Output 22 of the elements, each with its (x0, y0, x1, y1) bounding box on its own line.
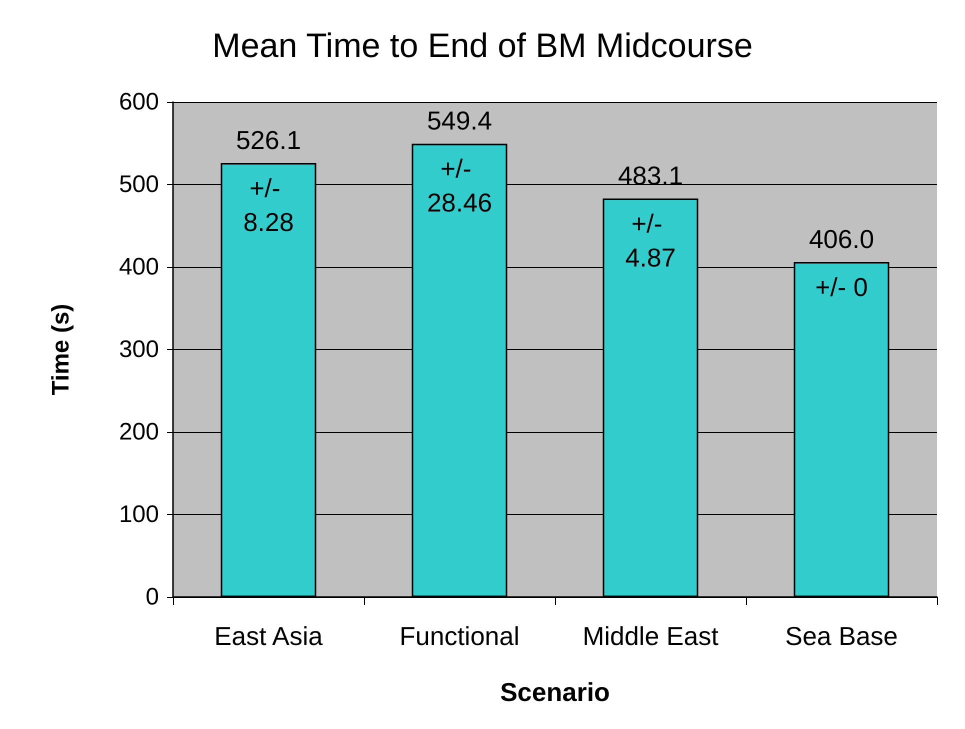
y-tick-label: 600 (118, 88, 159, 116)
chart-title: Mean Time to End of BM Midcourse (212, 27, 753, 65)
data-label: 526.1 (236, 124, 302, 155)
y-tick-label: 500 (118, 171, 159, 198)
y-axis-title: Time (s) (48, 304, 74, 396)
data-label: 483.1 (618, 160, 684, 190)
annotation: +/- 8.28 (243, 172, 294, 237)
y-tick-label: 0 (146, 584, 159, 610)
x-tick-label: Functional (400, 621, 520, 651)
y-tick-label: 200 (118, 418, 159, 446)
x-axis-title: Scenario (500, 677, 610, 707)
x-tick-label: Middle East (582, 621, 720, 651)
data-label: 549.4 (426, 106, 492, 136)
data-label: 406.0 (808, 224, 874, 254)
annotation: +/- 28.46 (426, 154, 492, 218)
annotation: +/- 0 (815, 272, 868, 302)
x-tick-label: East Asia (214, 621, 324, 651)
y-tick-label: 100 (118, 501, 159, 528)
x-tick-label: Sea Base (785, 621, 898, 651)
annotation: +/- 4.87 (625, 208, 676, 272)
y-tick-label: 400 (118, 254, 159, 280)
y-tick-label: 300 (118, 336, 159, 363)
